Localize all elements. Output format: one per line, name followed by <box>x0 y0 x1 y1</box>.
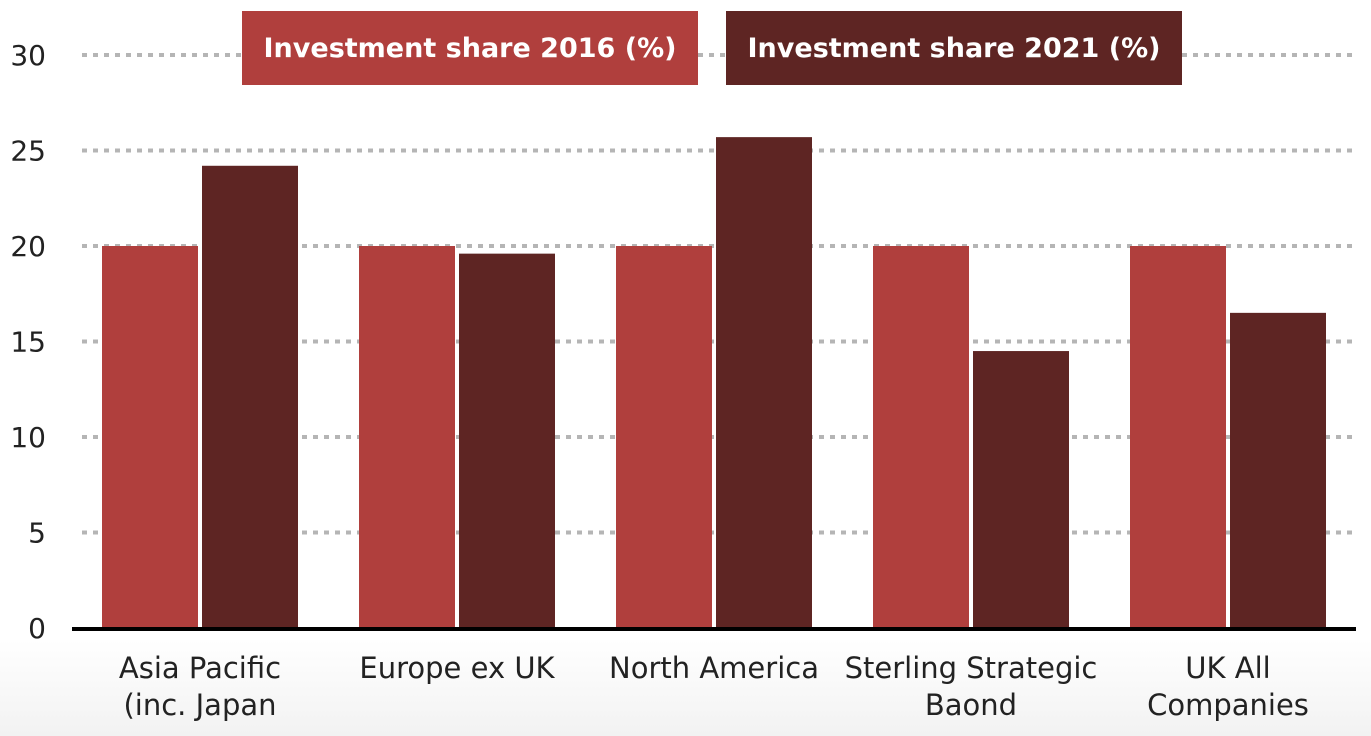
bar-series2-cat1 <box>202 165 298 628</box>
bars <box>102 137 1326 628</box>
category-label-4-line-1: Sterling Strategic <box>845 651 1098 685</box>
y-tick-label-20: 20 <box>10 230 46 263</box>
y-tick-label-10: 10 <box>10 421 46 454</box>
y-tick-label-15: 15 <box>10 326 46 359</box>
y-tick-label-5: 5 <box>28 517 46 550</box>
category-labels: Asia Pacific(inc. Japan Europe ex UK North… <box>119 651 1309 722</box>
category-label-1-line-1: Asia Pacific <box>119 651 281 685</box>
bar-series2-cat2 <box>459 253 555 628</box>
legend-box-series2 <box>726 11 1182 85</box>
bar-series1-cat2 <box>359 246 455 628</box>
bar-series2-cat3 <box>716 137 812 628</box>
category-label-2-line-1: Europe ex UK <box>359 651 555 685</box>
legend-box-series1 <box>242 11 698 85</box>
y-tick-label-30: 30 <box>10 39 46 72</box>
category-label-4-line-2: Baond <box>925 688 1017 722</box>
bar-series1-cat4 <box>873 246 969 628</box>
bar-series2-cat4 <box>973 351 1069 628</box>
category-label-5-line-1: UK All <box>1185 651 1270 685</box>
bar-series1-cat1 <box>102 246 198 628</box>
y-tick-label-0: 0 <box>28 612 46 645</box>
y-tick-label-25: 25 <box>10 135 46 168</box>
y-tick-labels: 0 5 10 15 20 25 30 <box>10 39 46 645</box>
bar-series1-cat3 <box>616 246 712 628</box>
category-label-1-line-2: (inc. Japan <box>123 688 276 722</box>
legend: Investment share 2016 (%) Investment shar… <box>242 11 1182 85</box>
legend-label-series2: Investment share 2021 (%) <box>748 33 1161 64</box>
category-label-3-line-1: North America <box>609 651 819 685</box>
bar-series2-cat5 <box>1230 312 1326 628</box>
legend-label-series1: Investment share 2016 (%) <box>264 33 677 64</box>
category-label-5-line-2: Companies <box>1147 688 1309 722</box>
bar-series1-cat5 <box>1130 246 1226 628</box>
